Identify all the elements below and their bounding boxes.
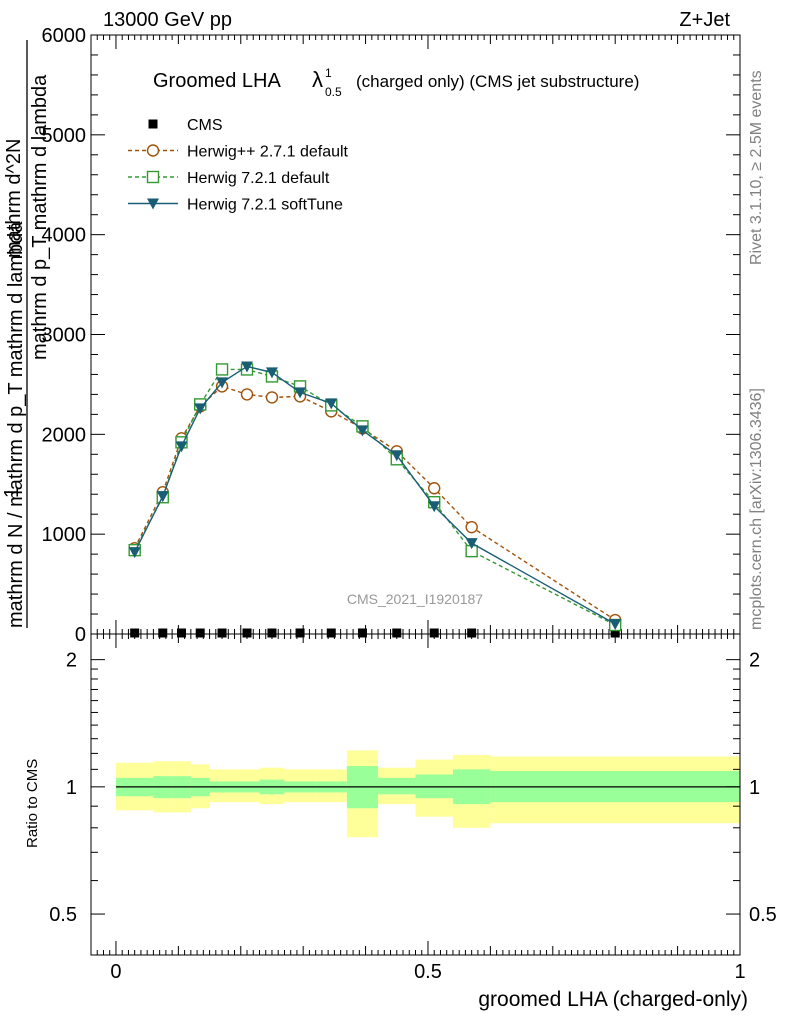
data-point (294, 387, 307, 399)
legend-entry: Herwig 7.2.1 softTune (128, 197, 343, 214)
data-point (428, 482, 441, 495)
mcplots-note: mcplots.cern.ch [arXiv:1306.3436] (748, 388, 765, 630)
header-right: Z+Jet (679, 9, 730, 31)
data-point (356, 425, 369, 437)
main-x-ticks (96, 35, 741, 634)
title-main: Groomed LHA (153, 70, 281, 92)
ratio-x-ticks: 0 0.5 1 (96, 634, 746, 983)
analysis-watermark: CMS_2021_I1920187 (347, 591, 483, 607)
data-point (241, 361, 254, 373)
legend-label: Herwig 7.2.1 softTune (187, 197, 343, 214)
legend-entry: Herwig++ 2.7.1 default (128, 144, 349, 161)
series-line (134, 385, 616, 621)
y-axis-label: mathrm d N / mathrm d p_T mathrm d lambd… (1, 40, 51, 628)
legend-entry: CMS (148, 117, 223, 134)
data-point (429, 628, 439, 638)
series-line (134, 365, 616, 625)
ratio-panel: 0.5 0.51 12 2 0 0.5 1 Ratio to CMS groomed LH… (24, 633, 777, 1011)
title-superscript: 1 (325, 66, 332, 80)
data-point (194, 403, 207, 415)
legend-marker (146, 144, 160, 157)
data-point (217, 628, 227, 638)
data-point (156, 491, 169, 503)
legend: CMS Herwig++ 2.7.1 default Herwig 7.2.1 de… (128, 117, 349, 214)
data-point (610, 628, 620, 638)
rivet-version-note: Rivet 3.1.10, ≥ 2.5M events (748, 70, 765, 265)
x-tick-label: 1 (734, 961, 745, 983)
data-point (465, 538, 478, 550)
main-panel: 0 1000 2000 3000 4000 5000 6000 Groomed LHA λ … (1, 25, 741, 646)
ratio-y-tick-label-right: 0.5 (749, 904, 777, 926)
ratio-y-tick-label: 1 (66, 777, 77, 799)
data-point (265, 391, 279, 404)
data-point (176, 628, 186, 638)
data-point (467, 628, 477, 638)
legend-label: Herwig++ 2.7.1 default (187, 144, 349, 161)
data-point (465, 520, 478, 534)
ratio-y-tick-label-right: 1 (749, 777, 760, 799)
data-point (609, 619, 622, 631)
y-tick-label: 3000 (42, 325, 87, 347)
data-point (130, 628, 140, 638)
data-point (326, 628, 336, 638)
legend-entry: Herwig 7.2.1 default (128, 170, 330, 187)
data-point (357, 628, 367, 638)
data-point (175, 441, 188, 453)
y-label-denominator: mathrm d N / mathrm d p_T mathrm d lambd… (5, 221, 27, 628)
series-1 (128, 380, 622, 627)
series-3 (128, 361, 622, 631)
main-series-layer (128, 361, 622, 638)
ratio-y-tick-label: 0.5 (49, 904, 77, 926)
data-point (392, 628, 402, 638)
ratio-y-tick-label-right: 2 (749, 650, 760, 672)
series-0 (130, 628, 620, 638)
y-tick-label: 0 (75, 624, 86, 646)
ratio-bands (115, 750, 740, 838)
data-point (216, 377, 229, 389)
main-y-ticks: 0 1000 2000 3000 4000 5000 6000 (42, 25, 740, 646)
y-tick-label: 1000 (42, 524, 87, 546)
data-point (240, 388, 254, 401)
legend-label: Herwig 7.2.1 default (187, 170, 330, 187)
series-line (134, 368, 616, 626)
x-axis-label: groomed LHA (charged-only) (478, 988, 748, 1011)
title-lambda: λ (312, 67, 323, 92)
data-point (428, 501, 441, 513)
data-point (195, 628, 205, 638)
data-point (158, 628, 168, 638)
y-label-numerator: 1 (1, 487, 23, 498)
title-rest: (charged only) (CMS jet substructure) (356, 72, 639, 91)
legend-marker (148, 119, 158, 129)
legend-marker (147, 198, 159, 210)
data-point (325, 398, 338, 410)
data-point (215, 363, 229, 376)
x-tick-label: 0 (110, 961, 121, 983)
stat-uncertainty-band (378, 777, 416, 795)
data-point (295, 628, 305, 638)
ratio-y-label: Ratio to CMS (24, 759, 41, 848)
y-tick-label: 5000 (42, 125, 87, 147)
data-point (265, 367, 278, 379)
y-label-mid: mathrm d p_T mathrm d lambda (29, 74, 51, 360)
y-label-top: mathrm d^2N (3, 139, 25, 258)
legend-marker (146, 170, 160, 184)
ratio-y-ticks: 0.5 0.5 1 1 2 2 (49, 650, 777, 926)
legend-label: CMS (187, 117, 223, 134)
x-tick-label: 0.5 (414, 961, 442, 983)
plot-title: Groomed LHA λ 1 0.5 (charged only) (CMS … (153, 66, 639, 99)
data-point (242, 628, 252, 638)
title-subscript: 0.5 (325, 85, 342, 99)
header-left: 13000 GeV pp (103, 9, 232, 31)
ratio-y-tick-label: 2 (66, 650, 77, 672)
data-point (390, 450, 403, 462)
y-tick-label: 6000 (42, 25, 87, 47)
data-point (267, 628, 277, 638)
data-point (128, 547, 141, 559)
y-tick-label: 4000 (42, 225, 87, 247)
y-tick-label: 2000 (42, 424, 87, 446)
